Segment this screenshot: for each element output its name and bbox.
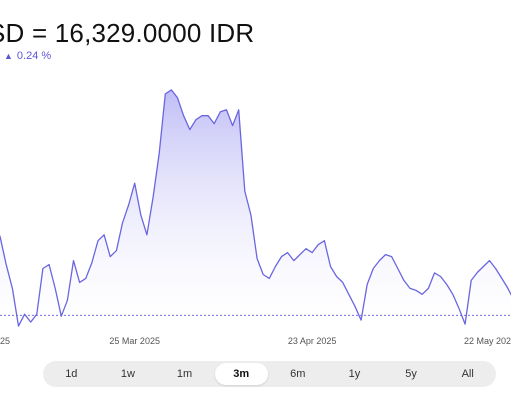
range-button-3m[interactable]: 3m [214, 363, 268, 385]
x-axis-ticks: 25 25 Mar 2025 23 Apr 2025 22 May 202 [0, 336, 511, 346]
range-button-1y[interactable]: 1y [328, 363, 381, 385]
range-button-5y[interactable]: 5y [385, 363, 438, 385]
x-tick-label-edge-right: 22 May 202 [464, 336, 511, 346]
area-fill [0, 89, 511, 327]
range-button-1d[interactable]: 1d [45, 363, 98, 385]
x-tick-label-edge-left: 25 [0, 336, 10, 346]
series-line [0, 89, 511, 327]
change-value: 0.24 % [16, 50, 52, 62]
x-tick-label: 23 Apr 2025 [288, 336, 337, 346]
range-button-6m[interactable]: 6m [272, 363, 325, 385]
x-tick-label: 25 Mar 2025 [109, 336, 160, 346]
range-button-1m[interactable]: 1m [158, 363, 211, 385]
change-indicator: ▲ 0.24 % [4, 50, 51, 62]
range-selector: 1d 1w 1m 3m 6m 1y 5y All [43, 361, 496, 387]
range-button-1w[interactable]: 1w [102, 363, 155, 385]
rate-title: SD = 16,329.0000 IDR [0, 18, 255, 48]
triangle-up-icon: ▲ [4, 51, 13, 61]
range-button-all[interactable]: All [441, 363, 494, 385]
